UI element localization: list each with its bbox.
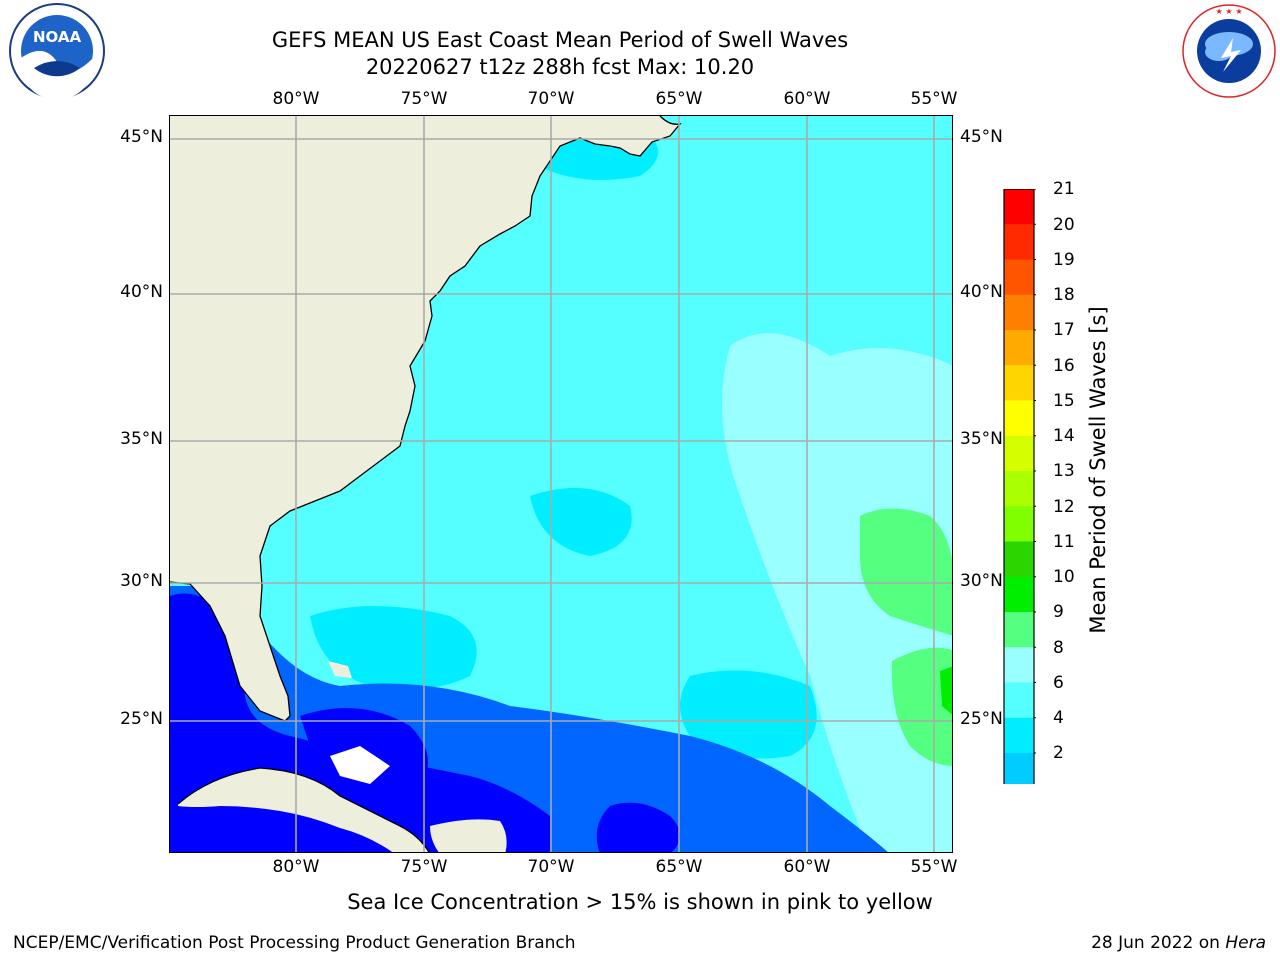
colorbar-tick-19: 19 <box>1053 250 1075 270</box>
land-north-america <box>170 116 680 721</box>
colorbar-tick-11: 11 <box>1053 532 1075 552</box>
lon-label-top-80w: 80°W <box>272 89 320 109</box>
map-subtitle: 20220627 t12z 288h fcst Max: 10.20 <box>365 55 755 79</box>
colorbar-segment-4 <box>1004 330 1034 366</box>
lat-label-left-45n: 45°N <box>120 127 163 147</box>
colorbar-segment-7 <box>1004 435 1034 472</box>
host-name: Hera <box>1225 933 1266 953</box>
lat-label-left-25n: 25°N <box>120 709 163 729</box>
colorbar-tick-8: 8 <box>1053 638 1064 658</box>
coastline-cuba <box>177 767 430 852</box>
masked-cells-bahamas <box>330 746 390 784</box>
nws-logo: ★ ★ ★ <box>1181 2 1277 104</box>
swell-9-10s-patch-1 <box>860 508 952 636</box>
lon-label-bottom-65w: 65°W <box>655 857 703 877</box>
swell-9-10s-patch-2 <box>891 647 952 766</box>
credit-text: NCEP/EMC/Verification Post Processing Pr… <box>13 933 576 953</box>
colorbar-tick-14: 14 <box>1053 426 1075 446</box>
colorbar-tick-17: 17 <box>1053 320 1075 340</box>
land-cuba <box>178 768 429 852</box>
colorbar-segment-16 <box>1004 753 1034 784</box>
lat-label-right-35n: 35°N <box>960 429 1003 449</box>
lon-label-top-70w: 70°W <box>527 89 575 109</box>
lon-label-top-60w: 60°W <box>783 89 831 109</box>
swell-4-6s-patch-4 <box>680 670 817 759</box>
colorbar-segment-12 <box>1004 612 1034 648</box>
lon-label-bottom-75w: 75°W <box>400 857 448 877</box>
colorbar-tick-18: 18 <box>1053 285 1075 305</box>
colorbar-tick-9: 9 <box>1053 602 1064 622</box>
lon-label-bottom-55w: 55°W <box>910 857 958 877</box>
colorbar-segment-14 <box>1004 682 1034 719</box>
lon-label-top-75w: 75°W <box>400 89 448 109</box>
land-bahamas-north <box>328 661 352 678</box>
colorbar-tick-2: 2 <box>1053 743 1064 763</box>
lat-label-left-40n: 40°N <box>120 282 163 302</box>
lat-label-right-25n: 25°N <box>960 709 1003 729</box>
lon-label-top-55w: 55°W <box>910 89 958 109</box>
swell-8-9s-region <box>722 333 952 852</box>
swell-4-6s-patch-3 <box>530 488 632 556</box>
colorbar-segment-1 <box>1004 224 1034 260</box>
map-canvas <box>170 116 952 852</box>
lon-label-top-65w: 65°W <box>655 89 703 109</box>
lon-label-bottom-60w: 60°W <box>783 857 831 877</box>
colorbar-tick-16: 16 <box>1053 356 1075 376</box>
lat-label-right-40n: 40°N <box>960 282 1003 302</box>
coastline <box>170 116 682 722</box>
colorbar-segment-5 <box>1004 365 1034 401</box>
colorbar-segment-15 <box>1004 717 1034 754</box>
colorbar-tick-21: 21 <box>1053 179 1075 199</box>
swell-under-2s-south <box>596 802 680 852</box>
noaa-logo: NOAA <box>4 2 110 104</box>
colorbar-segment-8 <box>1004 471 1034 507</box>
lon-label-bottom-80w: 80°W <box>272 857 320 877</box>
map-panel <box>169 115 953 853</box>
lat-label-right-45n: 45°N <box>960 127 1003 147</box>
colorbar-segment-9 <box>1004 506 1034 542</box>
colorbar-tick-4: 4 <box>1053 708 1064 728</box>
colorbar <box>1003 189 1036 784</box>
colorbar-segment-6 <box>1004 400 1034 437</box>
date-stamp: 28 Jun 2022 on Hera <box>1091 933 1266 953</box>
colorbar-segment-2 <box>1004 259 1034 296</box>
colorbar-tick-13: 13 <box>1053 461 1075 481</box>
colorbar-segment-13 <box>1004 647 1034 683</box>
footnote: Sea Ice Concentration > 15% is shown in … <box>347 890 933 914</box>
colorbar-segment-10 <box>1004 541 1034 578</box>
lat-label-left-30n: 30°N <box>120 571 163 591</box>
colorbar-segment-11 <box>1004 576 1034 613</box>
land-hispaniola <box>430 819 507 852</box>
colorbar-label: Mean Period of Swell Waves [s] <box>1086 306 1110 634</box>
colorbar-segment-0 <box>1004 189 1034 225</box>
swell-10s-patch <box>940 666 952 715</box>
map-title: GEFS MEAN US East Coast Mean Period of S… <box>271 28 849 52</box>
colorbar-tick-12: 12 <box>1053 497 1075 517</box>
noaa-logo-text: NOAA <box>33 28 82 46</box>
colorbar-tick-15: 15 <box>1053 391 1075 411</box>
colorbar-tick-6: 6 <box>1053 673 1064 693</box>
lat-label-left-35n: 35°N <box>120 429 163 449</box>
svg-text:★ ★ ★: ★ ★ ★ <box>1215 7 1242 16</box>
colorbar-tick-20: 20 <box>1053 215 1075 235</box>
graticule <box>170 116 952 852</box>
date-text: 28 Jun 2022 on <box>1091 933 1220 953</box>
swell-4-6s-patch-2 <box>310 606 477 690</box>
lat-label-right-30n: 30°N <box>960 571 1003 591</box>
lon-label-bottom-70w: 70°W <box>527 857 575 877</box>
colorbar-segment-3 <box>1004 294 1034 331</box>
colorbar-tick-10: 10 <box>1053 567 1075 587</box>
